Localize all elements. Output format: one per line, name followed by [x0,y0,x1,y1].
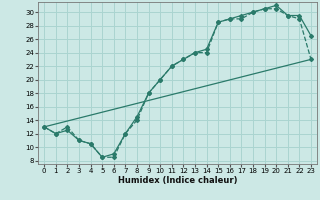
X-axis label: Humidex (Indice chaleur): Humidex (Indice chaleur) [118,176,237,185]
